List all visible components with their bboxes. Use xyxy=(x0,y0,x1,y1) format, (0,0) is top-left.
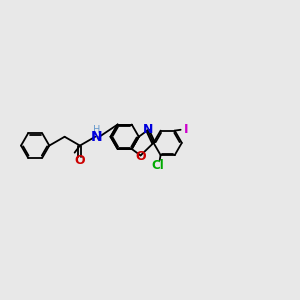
Text: I: I xyxy=(184,123,188,136)
Text: O: O xyxy=(75,154,85,167)
Text: H: H xyxy=(93,125,100,135)
Text: O: O xyxy=(135,150,146,163)
Text: N: N xyxy=(142,123,153,136)
Text: N: N xyxy=(91,130,102,144)
Text: Cl: Cl xyxy=(152,159,165,172)
